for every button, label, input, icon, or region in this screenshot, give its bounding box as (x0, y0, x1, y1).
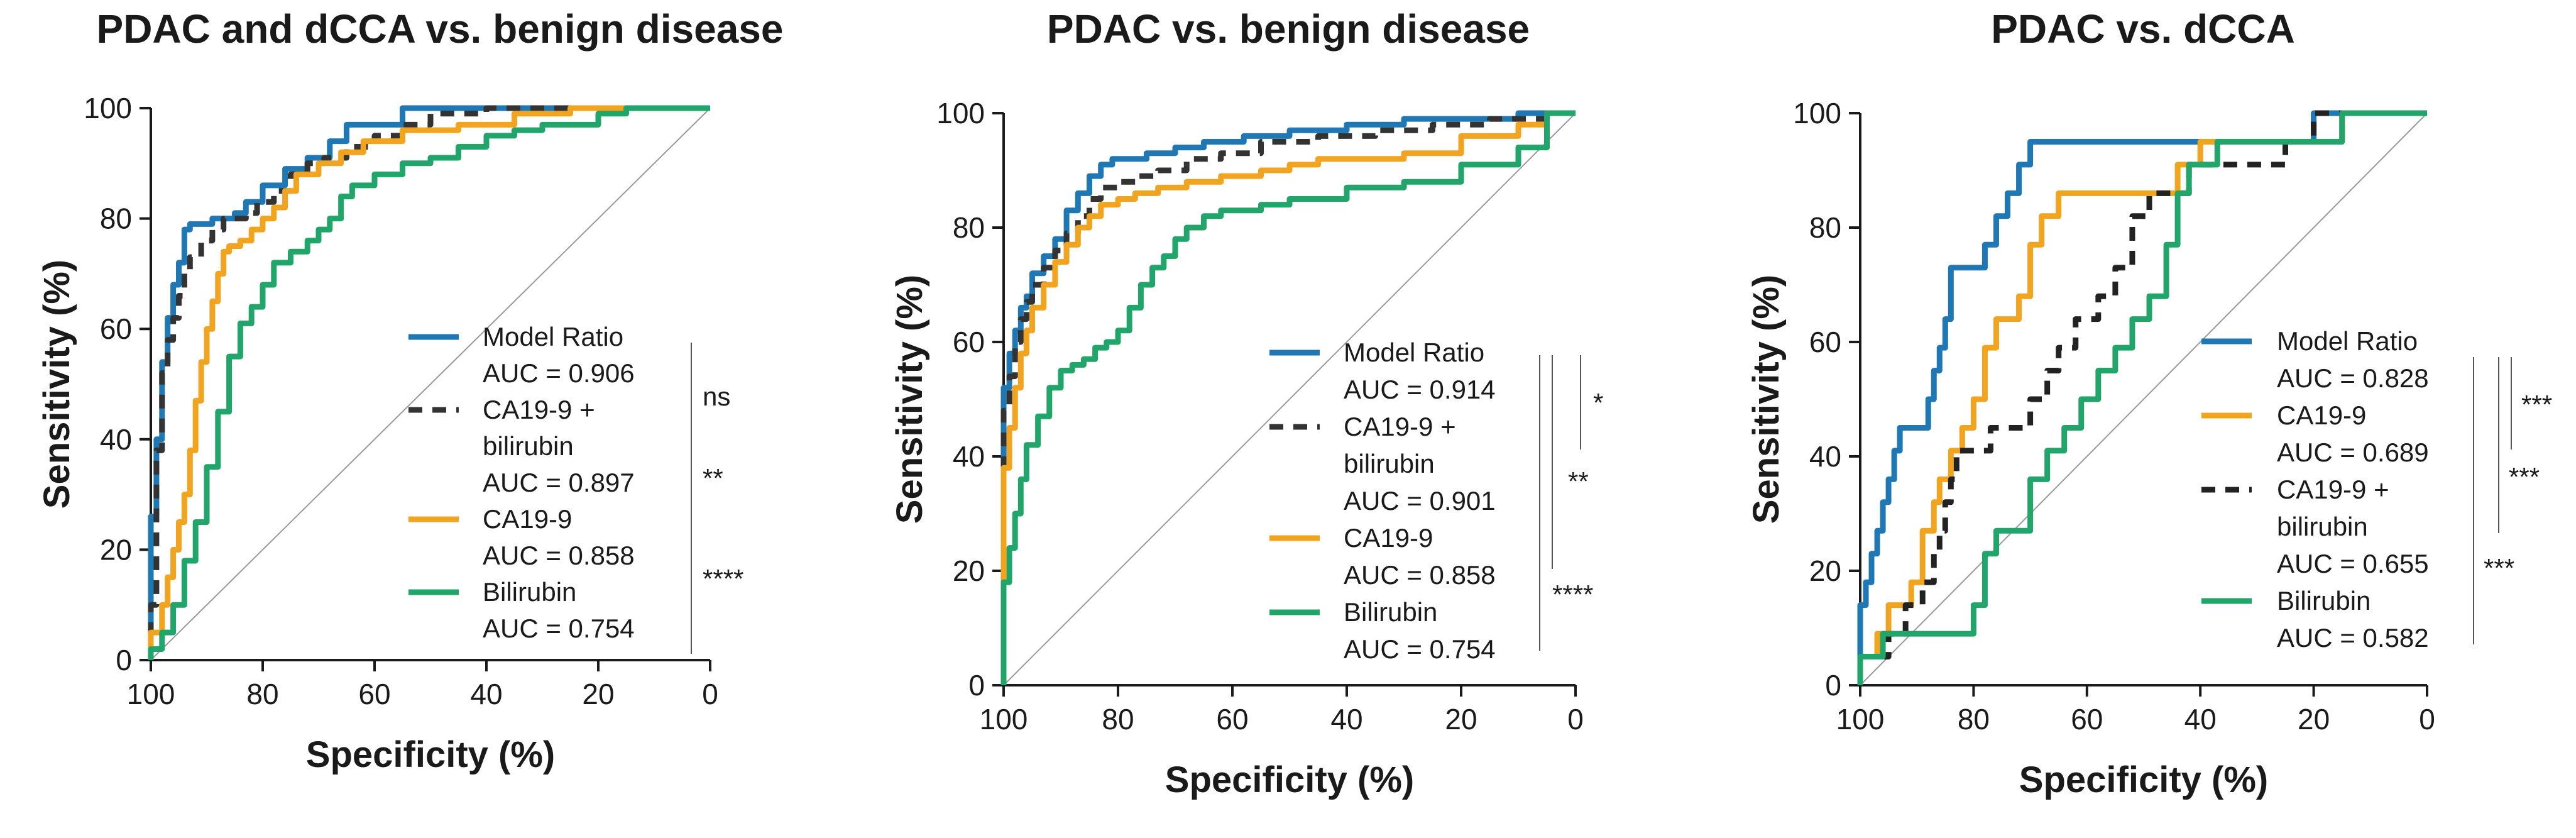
x-tick-label: 60 (358, 678, 390, 710)
legend-label: Model Ratio (2277, 326, 2418, 356)
roc-curve-ca19-9 (1000, 110, 1576, 685)
roc-panel-pdac-vs-benign: PDAC vs. benign disease 100 80 60 40 20 0 0 20 40… (889, 6, 1603, 800)
significance-label: ** (703, 463, 723, 493)
x-tick-label: 80 (1102, 703, 1134, 736)
reference-diagonal (150, 108, 711, 661)
legend-auc-label: AUC = 0.655 (2277, 549, 2429, 578)
roc-curve-model-ratio (148, 105, 710, 660)
y-tick-label: 60 (100, 312, 132, 345)
x-tick-label: 0 (702, 678, 718, 710)
y-tick-label: 40 (953, 440, 985, 473)
chart-title: PDAC vs. dCCA (1991, 6, 2295, 52)
legend-auc-label: AUC = 0.754 (1344, 634, 1496, 664)
legend-auc-label: AUC = 0.858 (483, 541, 635, 570)
legend-label: CA19-9 + (2277, 475, 2389, 504)
roc-curve-ca19-9 (1857, 110, 2427, 685)
x-tick-label: 60 (2071, 703, 2103, 736)
significance-label: *** (2484, 553, 2514, 583)
legend-label: CA19-9 (1344, 523, 1433, 553)
y-tick-label: 20 (1809, 554, 1841, 587)
y-tick-label: 0 (968, 669, 985, 702)
roc-curve-bilirubin (1857, 110, 2427, 685)
legend-label: bilirubin (1344, 449, 1435, 478)
x-axis-label: Specificity (%) (306, 734, 555, 775)
x-axis-label: Specificity (%) (1165, 759, 1414, 800)
legend-auc-label: AUC = 0.858 (1344, 560, 1496, 590)
roc-curve-bilirubin (1000, 110, 1576, 685)
roc-curve-model-ratio (1857, 110, 2427, 685)
y-tick-label: 100 (84, 92, 132, 124)
significance-label: *** (2521, 390, 2552, 419)
roc-curve-ca19-9 (148, 105, 710, 660)
significance-label: *** (2509, 462, 2540, 492)
x-tick-label: 0 (1567, 703, 1584, 736)
y-tick-label: 0 (116, 644, 132, 676)
significance-label: * (1593, 388, 1603, 417)
legend-label: bilirubin (2277, 512, 2368, 541)
y-tick-label: 0 (1825, 669, 1841, 702)
significance-label: ns (703, 382, 730, 411)
legend-label: CA19-9 (483, 504, 572, 534)
legend-auc-label: AUC = 0.906 (483, 358, 635, 388)
roc-curve-bilirubin (148, 105, 710, 660)
y-tick-label: 40 (100, 423, 132, 456)
x-tick-label: 60 (1216, 703, 1248, 736)
x-tick-label: 40 (1330, 703, 1362, 736)
x-tick-label: 20 (582, 678, 614, 710)
x-tick-label: 80 (1958, 703, 1990, 736)
legend-auc-label: AUC = 0.828 (2277, 363, 2429, 393)
legend-auc-label: AUC = 0.754 (483, 614, 635, 643)
legend-auc-label: AUC = 0.914 (1344, 375, 1496, 404)
roc-panel-pdac-dcca-vs-benign: PDAC and dCCA vs. benign disease 100 80 60 4… (36, 6, 783, 775)
y-axis-label: Sensitivity (%) (889, 275, 930, 524)
legend-label: bilirubin (483, 431, 574, 461)
legend-label: Model Ratio (1344, 338, 1484, 367)
legend-label: Bilirubin (2277, 586, 2370, 615)
legend-auc-label: AUC = 0.897 (483, 468, 635, 497)
x-tick-label: 0 (2419, 703, 2435, 736)
chart-title: PDAC vs. benign disease (1047, 6, 1530, 52)
roc-curve-ca19-9-bilirubin (1857, 110, 2427, 685)
legend-label: Bilirubin (1344, 597, 1437, 627)
y-tick-label: 20 (953, 554, 985, 587)
legend-label: Model Ratio (483, 322, 623, 351)
legend-auc-label: AUC = 0.901 (1344, 486, 1496, 515)
significance-label: ** (1568, 466, 1589, 496)
x-axis-label: Specificity (%) (2019, 759, 2268, 800)
x-tick-label: 100 (980, 703, 1028, 736)
legend-label: Bilirubin (483, 577, 576, 607)
y-tick-label: 80 (953, 211, 985, 244)
reference-diagonal (1860, 113, 2428, 686)
x-tick-label: 100 (127, 678, 175, 710)
y-tick-label: 80 (1809, 211, 1841, 244)
y-tick-label: 100 (936, 97, 985, 130)
reference-diagonal (1003, 113, 1576, 686)
x-tick-label: 40 (470, 678, 502, 710)
x-tick-label: 20 (2298, 703, 2330, 736)
x-tick-label: 40 (2184, 703, 2217, 736)
legend-label: CA19-9 + (483, 395, 595, 424)
y-tick-label: 60 (1809, 326, 1841, 358)
legend-label: CA19-9 (2277, 400, 2366, 430)
x-tick-label: 100 (1836, 703, 1885, 736)
significance-label: **** (1552, 580, 1593, 609)
y-tick-label: 20 (100, 533, 132, 566)
roc-panel-pdac-vs-dcca: PDAC vs. dCCA 100 80 60 40 20 0 0 20 40 60 80 100 Spe… (1746, 6, 2552, 800)
y-axis-label: Sensitivity (%) (1746, 275, 1787, 524)
y-tick-label: 100 (1793, 97, 1841, 130)
x-tick-label: 80 (246, 678, 278, 710)
y-tick-label: 60 (953, 326, 985, 358)
significance-label: **** (703, 564, 743, 593)
roc-curve-ca19-9-bilirubin (1000, 110, 1576, 685)
x-tick-label: 20 (1445, 703, 1477, 736)
y-tick-label: 40 (1809, 440, 1841, 473)
legend-label: CA19-9 + (1344, 412, 1456, 441)
legend-auc-label: AUC = 0.689 (2277, 438, 2429, 467)
chart-title: PDAC and dCCA vs. benign disease (97, 6, 784, 52)
legend-auc-label: AUC = 0.582 (2277, 623, 2429, 653)
y-tick-label: 80 (100, 202, 132, 235)
y-axis-label: Sensitivity (%) (36, 260, 77, 509)
